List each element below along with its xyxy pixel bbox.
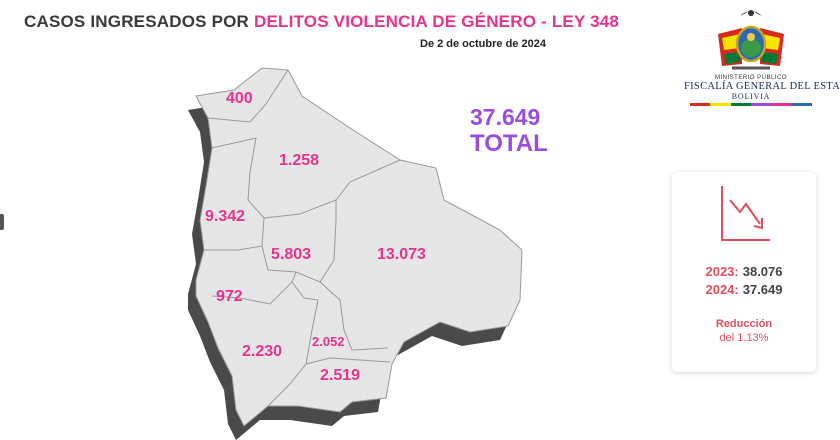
year-2024-value: 37.649 [742,282,783,297]
reduction-label: Reducción [715,318,773,330]
left-edge-tab [0,214,4,230]
border-oruro-potosi [211,271,297,305]
dept-value-cochabamba: 5.803 [271,246,312,263]
logo-fiscalia-text: FISCALÍA GENERAL DEL ESTADO [684,81,840,92]
logo-ministerio-text: MINISTERIO PÚBLICO [714,75,787,81]
map-landmass [195,67,523,427]
logo-country-text: BOLIVIA [731,92,771,101]
total-label: TOTAL [470,130,548,157]
year-2023-label: 2023: [705,264,739,279]
logo-color-bar [690,103,812,106]
border-tarija [305,357,391,365]
dept-value-pando: 400 [226,90,253,107]
dept-value-santa-cruz: 13.073 [377,246,426,263]
border-chuquisaca-santacruz [319,281,389,351]
comparison-card: 2023: 38.076 2024: 37.649 Reducción del 1.… [672,172,816,372]
declining-chart-icon [721,186,770,241]
border-cochabamba [261,200,337,283]
department-borders [204,69,401,407]
border-potosi-chuquisaca [291,281,319,365]
border-lapaz-oruro [204,245,263,251]
dept-value-tarija: 2.519 [320,367,361,384]
dept-value-chuquisaca: 2.052 [312,334,345,349]
year-2023-value: 38.076 [742,264,783,279]
year-2024-label: 2024: [705,282,739,297]
border-lapaz-beni [211,137,265,219]
dept-value-potosi: 2.230 [242,343,283,360]
reduction-value: del 1.13% [719,332,769,344]
dept-value-la-paz: 9.342 [205,208,246,225]
report-date: De 2 de octubre de 2024 [420,38,546,50]
dept-value-beni: 1.258 [279,152,320,169]
border-pando-beni [207,69,289,123]
fiscalia-logo: MINISTERIO PÚBLICO FISCALÍA GENERAL DEL … [684,4,840,108]
year-2024-row: 2024: 37.649 [672,282,816,297]
total-value: 37.649 [470,104,541,130]
page-title: CASOS INGRESADOS POR DELITOS VIOLENCIA D… [24,12,620,31]
border-potosi-tarija [267,363,307,407]
bolivia-coat-of-arms-icon [718,10,784,70]
year-2023-row: 2023: 38.076 [672,264,816,279]
dept-value-oruro: 972 [216,288,243,305]
